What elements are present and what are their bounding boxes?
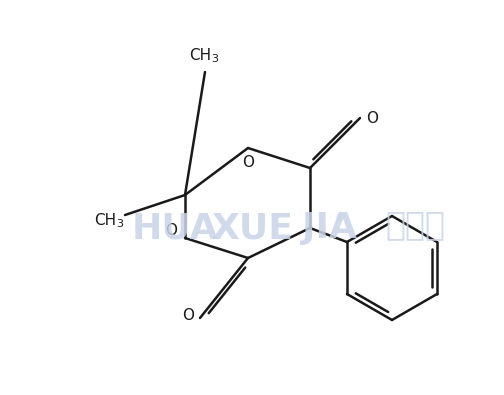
Text: O: O [242, 154, 254, 169]
Text: ®: ® [335, 213, 346, 223]
Text: HUA: HUA [132, 211, 218, 245]
Text: 3: 3 [116, 219, 123, 229]
Text: O: O [182, 308, 194, 324]
Text: O: O [165, 222, 177, 237]
Text: JIA: JIA [302, 211, 357, 245]
Text: CH: CH [94, 213, 116, 228]
Text: 3: 3 [212, 54, 219, 64]
Text: XUE: XUE [211, 211, 293, 245]
Text: O: O [366, 111, 378, 126]
Text: CH: CH [189, 47, 211, 62]
Text: 化学加: 化学加 [385, 209, 445, 241]
